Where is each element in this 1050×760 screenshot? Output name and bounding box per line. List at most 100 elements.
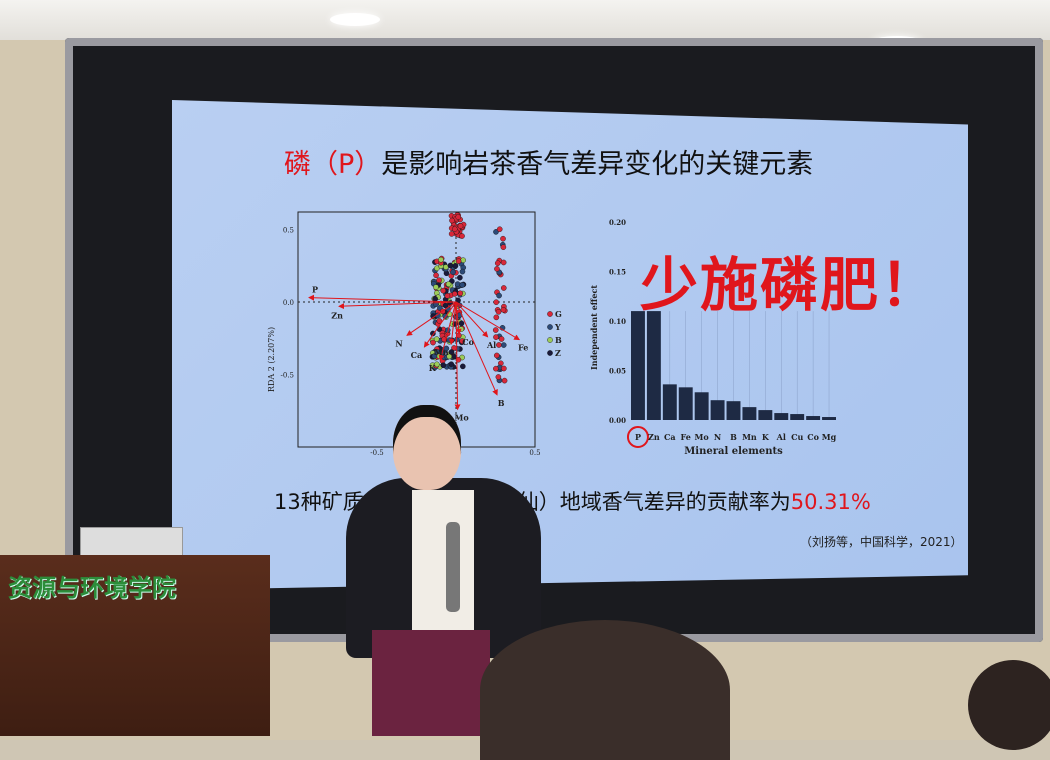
scatter-point — [460, 363, 466, 370]
podium-sign: 资源与环境学院 — [8, 574, 176, 602]
scatter-point — [500, 307, 507, 313]
loading-arrow — [455, 301, 521, 341]
loading-arrow — [438, 301, 457, 361]
scatter-point — [501, 377, 508, 384]
scatter-point — [448, 361, 455, 367]
scatter-point — [500, 285, 507, 291]
x-tick-label: Al — [776, 432, 786, 442]
scatter-point — [440, 287, 447, 294]
y-tick-label: 0.0 — [283, 299, 294, 307]
loading-arrow — [308, 294, 457, 303]
bar — [742, 407, 757, 420]
bar — [774, 413, 789, 420]
loading-label: N — [395, 338, 402, 348]
scatter-point — [493, 365, 499, 372]
y-tick-label: 0.00 — [609, 416, 626, 425]
y-tick-label: -0.5 — [281, 371, 295, 379]
bar — [790, 414, 805, 420]
scatter-point — [460, 257, 466, 263]
y-tick-label: 0.05 — [609, 367, 626, 376]
scatter-point — [447, 262, 454, 269]
scatter-point — [452, 263, 459, 269]
conclusion-percent: 50.31% — [790, 490, 871, 514]
x-tick-label: -0.5 — [370, 449, 384, 457]
x-axis-label: Mineral elements — [684, 446, 783, 457]
scatter-point — [496, 342, 502, 348]
bar — [758, 410, 773, 420]
slide — [172, 100, 968, 590]
loading-label: B — [498, 398, 505, 408]
highlight-circle — [626, 426, 649, 448]
x-tick-label: Mo — [695, 432, 710, 442]
x-tick-label: P — [635, 432, 641, 442]
loading-arrow — [406, 301, 457, 336]
legend-marker — [547, 337, 553, 343]
scatter-point — [450, 269, 456, 275]
legend-label: Z — [555, 348, 561, 358]
scatter-point — [449, 217, 455, 224]
bar — [710, 400, 725, 420]
loading-label: Fe — [518, 343, 528, 353]
y-axis-label: Independent effect — [589, 285, 599, 370]
scatter-point — [448, 231, 455, 237]
legend-marker — [547, 311, 553, 317]
scatter-point — [459, 338, 466, 344]
loading-arrow — [448, 301, 457, 345]
scatter-point — [451, 226, 458, 232]
y-tick-label: 0.15 — [609, 268, 626, 277]
x-tick-label: B — [730, 432, 737, 442]
scatter-point — [458, 326, 465, 332]
loading-label: K — [429, 363, 437, 373]
loading-label: Mn — [434, 347, 449, 357]
y-tick-label: 0.10 — [609, 317, 626, 326]
scatter-point — [459, 268, 466, 275]
loading-label: Al — [486, 340, 496, 350]
scatter-point — [451, 291, 458, 297]
scatter-point — [500, 244, 507, 250]
loading-arrow — [455, 301, 489, 338]
loading-label: Zn — [331, 310, 343, 320]
audience-head — [968, 660, 1050, 750]
presenter-shirt — [412, 490, 474, 630]
legend-label: Y — [554, 322, 561, 332]
scatter-point — [457, 223, 464, 229]
scatter-point — [440, 362, 447, 369]
scatter-point — [493, 352, 500, 359]
bar — [678, 387, 693, 420]
scatter-point — [459, 233, 465, 239]
scatter-point — [451, 353, 457, 360]
scatter-point — [493, 314, 500, 321]
presenter-head — [393, 405, 461, 490]
bar — [662, 384, 677, 420]
scatter-point — [433, 284, 439, 290]
scatter-point — [496, 292, 502, 299]
scatter-point — [500, 259, 507, 266]
scatter-point — [457, 290, 464, 297]
ceiling-light — [330, 13, 380, 26]
legend-marker — [547, 324, 553, 330]
laptop — [80, 527, 183, 557]
scatter-point — [455, 258, 462, 264]
scatter-point — [433, 272, 439, 279]
loading-label: P — [312, 285, 318, 295]
slide-title: 磷（P）是影响岩茶香气差异变化的关键元素 — [284, 142, 813, 181]
scatter-point — [457, 274, 463, 281]
y-tick-label: 0.5 — [283, 226, 294, 234]
scatter-point — [458, 320, 465, 327]
citation: （刘扬等，中国科学，2021） — [800, 535, 963, 549]
scatter-point — [494, 260, 501, 266]
scatter-point — [438, 256, 444, 263]
scatter-point — [431, 353, 438, 359]
scatter-point — [455, 214, 462, 220]
scatter-point — [495, 374, 502, 380]
scatter-point — [493, 299, 500, 305]
scatter-point — [442, 302, 449, 309]
loading-arrow — [338, 301, 457, 310]
scatter-point — [445, 281, 452, 287]
loading-label: Co — [462, 337, 474, 347]
x-tick-label: Mg — [822, 432, 837, 442]
scatter-point — [454, 281, 461, 287]
scatter-point — [432, 296, 438, 302]
x-tick-label: Ca — [664, 432, 676, 442]
